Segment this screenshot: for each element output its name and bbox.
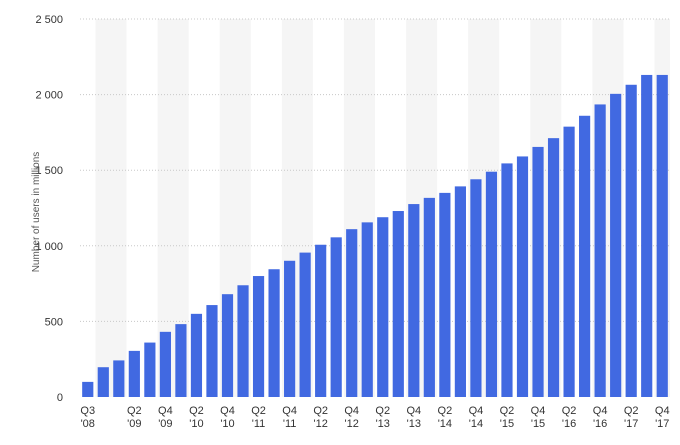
bar	[563, 126, 575, 398]
y-tick-label: 0	[57, 392, 63, 404]
x-tick-label: Q4'12	[344, 405, 359, 430]
bar	[268, 269, 280, 397]
bar	[579, 115, 591, 398]
bar	[361, 222, 373, 397]
bar	[315, 244, 327, 397]
bar	[221, 294, 234, 397]
bar	[144, 342, 156, 397]
bar	[175, 324, 187, 397]
bar	[454, 186, 466, 397]
bar	[610, 93, 622, 397]
bar	[423, 197, 435, 397]
x-tick-label: Q4'13	[406, 405, 421, 430]
x-tick-label: Q4'10	[220, 405, 235, 430]
bars	[82, 74, 668, 398]
bar	[641, 74, 653, 397]
bar	[656, 74, 668, 397]
y-tick-label: 2 500	[35, 14, 63, 26]
x-tick-label: Q4'16	[593, 405, 608, 430]
gridlines	[80, 18, 670, 322]
bar	[439, 192, 451, 397]
x-tick-label: Q2'17	[624, 405, 639, 430]
x-tick-label: Q2'14	[438, 405, 453, 430]
x-tick-label: Q2'16	[562, 405, 577, 430]
bar	[377, 217, 389, 397]
bar	[82, 381, 94, 397]
y-tick-label: 2 000	[35, 90, 63, 102]
x-axis-ticks: Q3'08 Q2'09 Q4'09 Q2'10 Q4'10 Q2'11 Q4'11 Q2'12…	[80, 405, 669, 430]
bar	[284, 260, 296, 397]
bar	[97, 367, 109, 397]
bar	[532, 146, 544, 397]
x-tick-label: Q3'08	[80, 405, 95, 430]
y-tick-label: 500	[45, 316, 63, 328]
bar	[206, 305, 218, 397]
background-band	[95, 19, 127, 397]
x-tick-label: Q2'11	[251, 405, 266, 430]
x-tick-label: Q4'09	[158, 405, 173, 430]
x-tick-label: Q4'14	[469, 405, 484, 430]
x-tick-label: Q4'11	[282, 405, 297, 430]
bar	[485, 171, 498, 397]
bar	[547, 138, 560, 397]
x-tick-label: Q2'13	[375, 405, 390, 430]
y-tick-label: 1 500	[35, 165, 63, 177]
x-tick-label: Q4'15	[531, 405, 546, 430]
bar	[346, 229, 358, 397]
bar	[330, 237, 342, 397]
x-tick-label: Q2'09	[127, 405, 142, 430]
bar	[128, 350, 140, 397]
x-tick-label: Q2'10	[189, 405, 204, 430]
bar	[392, 211, 404, 397]
y-axis-title: Number of users in millions	[31, 152, 42, 273]
x-tick-label: Q4'17	[655, 405, 670, 430]
bar	[625, 84, 637, 398]
y-tick-label: 1 000	[35, 241, 63, 253]
y-axis-ticks: 0 500 1 000 1 500 2 000 2 500	[35, 14, 63, 404]
bar	[190, 313, 203, 397]
bar	[516, 156, 529, 397]
bar	[408, 204, 420, 397]
bar	[501, 163, 513, 397]
bar	[237, 285, 249, 397]
bar	[159, 331, 171, 397]
bar	[470, 179, 482, 397]
bar	[252, 276, 265, 397]
x-tick-label: Q2'12	[313, 405, 328, 430]
bar	[113, 360, 125, 397]
bar	[299, 252, 311, 397]
x-tick-label: Q2'15	[500, 405, 515, 430]
bar	[594, 104, 606, 398]
